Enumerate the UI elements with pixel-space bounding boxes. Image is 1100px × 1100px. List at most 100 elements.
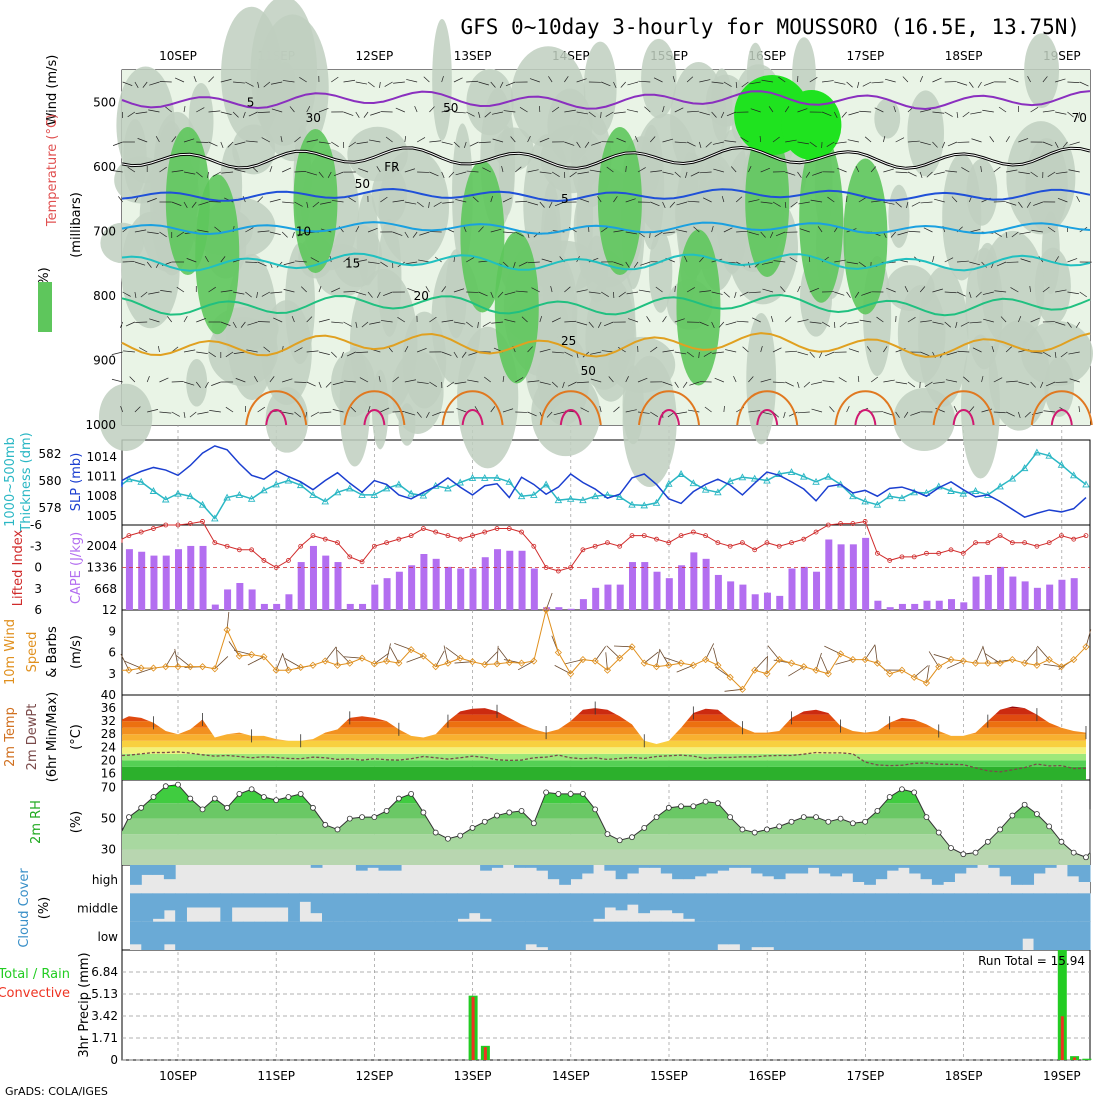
wind-barb: [392, 166, 397, 173]
cloud-cell-low: [276, 921, 289, 950]
thickness-marker: [689, 479, 698, 487]
wind-barb: [147, 198, 157, 203]
cloud-cell-high: [762, 865, 775, 877]
wind-barb: [994, 290, 1007, 293]
wind-barb: [839, 321, 847, 328]
lifted-index-marker: [1009, 540, 1015, 546]
wind-barb: [491, 111, 504, 115]
wind-barb: [1030, 351, 1043, 354]
lifted-index-marker: [813, 529, 819, 535]
wind-barb: [981, 375, 984, 383]
lifted-index-marker: [997, 533, 1003, 539]
isotherm-loop: [638, 390, 700, 426]
cloud-cell-middle: [807, 893, 820, 922]
wind-barb: [529, 78, 540, 83]
wind-barb: [858, 197, 867, 203]
lifted-index-marker: [654, 536, 659, 542]
wind-barb: [1030, 381, 1036, 388]
wind-barb: [551, 171, 560, 177]
cloud-cell-low: [163, 921, 176, 945]
wind-barb: [772, 201, 781, 207]
wind-barb: [518, 261, 528, 267]
temp-axis-label-1: 2m Temp: [3, 707, 18, 767]
wind-barb: [134, 229, 147, 233]
thickness-marker: [419, 491, 428, 499]
wind-barb: [227, 141, 234, 148]
lifted-index-marker: [801, 536, 807, 542]
wind-speed-marker: [554, 648, 562, 657]
cloud-cell-middle: [152, 893, 165, 919]
wind-barb-10m: [443, 645, 449, 664]
cape-bar: [125, 549, 133, 610]
rh-marker: [825, 818, 832, 825]
wind-barb: [1026, 201, 1031, 208]
cloud-cell-low: [1056, 921, 1068, 950]
wind-barb: [505, 81, 516, 87]
wind-barb: [441, 75, 444, 83]
wind-barb: [956, 111, 959, 119]
cloud-cell-middle: [130, 893, 142, 922]
cloud-cell-middle: [931, 893, 944, 922]
rh-shade-mid: [893, 388, 955, 451]
li-tick: 6: [34, 603, 42, 617]
precip-tick: 5.13: [91, 987, 118, 1001]
date-label-bottom: 11SEP: [257, 1069, 295, 1083]
cape-bar: [432, 558, 440, 610]
thickness-marker: [812, 477, 820, 485]
rh-marker: [739, 826, 746, 833]
cape-bar: [555, 607, 563, 610]
wind-barb: [412, 231, 418, 238]
wind-barb-10m: [124, 660, 142, 669]
rh-marker: [1034, 811, 1040, 817]
cloud-cell-high: [163, 865, 176, 880]
wind-barb: [380, 320, 393, 323]
wind-barb: [1067, 321, 1072, 328]
isotherm-loop-hot: [756, 409, 779, 426]
wind-speed-marker: [935, 663, 943, 671]
wind-barb: [539, 381, 551, 385]
wind-barb: [625, 165, 627, 173]
wind-barb: [861, 291, 872, 296]
wind-barb: [736, 320, 749, 323]
wind-barb: [1018, 315, 1022, 323]
wind-speed-marker: [628, 643, 636, 651]
cloud-cell-middle: [265, 893, 278, 908]
temp-tick: 24: [101, 740, 116, 754]
rh-shade-mid: [1044, 357, 1075, 417]
wind-barb-10m: [228, 641, 240, 657]
wind-barb: [341, 351, 344, 359]
wind-barb: [541, 258, 553, 263]
wind-barb: [490, 291, 494, 299]
wind-barb: [502, 408, 514, 413]
lifted-index-marker: [200, 519, 205, 524]
wind-speed-marker: [444, 659, 452, 667]
wind-barb: [993, 411, 1006, 414]
temp-tick: 20: [101, 753, 116, 767]
cape-bar: [702, 558, 710, 610]
wind-barb: [969, 321, 982, 324]
wind-barb: [742, 346, 749, 353]
wind-barb: [618, 291, 626, 298]
cloud-cell-middle: [1044, 893, 1057, 922]
temp-band: [122, 706, 1086, 709]
wind-barb: [423, 76, 430, 83]
wind-barb: [196, 107, 205, 113]
wind-barb: [482, 167, 491, 173]
cape-bar: [469, 568, 477, 610]
rh-marker: [138, 804, 145, 811]
wind-speed-marker: [1008, 656, 1016, 664]
wind-barb: [1047, 171, 1056, 178]
wind-barb: [331, 141, 339, 148]
pressure-tick: 800: [93, 289, 116, 303]
wind-barb: [331, 200, 344, 203]
cloud-cell-high: [683, 865, 696, 880]
thickness-marker: [800, 472, 808, 480]
wind-barb: [669, 201, 676, 208]
wind-barb: [723, 405, 725, 413]
cape-bar: [886, 607, 894, 610]
wind-barb: [527, 261, 540, 264]
cloud-cell-middle: [242, 893, 255, 908]
wind-barb: [257, 406, 266, 413]
cloud-cell-low: [785, 921, 797, 950]
rh-marker: [997, 826, 1003, 833]
